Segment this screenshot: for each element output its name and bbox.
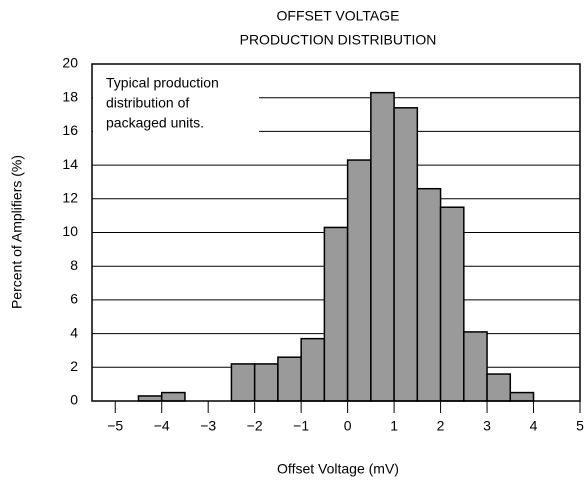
annotation-box (93, 65, 259, 141)
annotation: packaged units. (106, 115, 204, 131)
x-tick-label: −3 (200, 418, 216, 434)
y-tick-label: 16 (62, 122, 78, 138)
x-tick-label: 2 (437, 418, 445, 434)
y-tick-label: 6 (70, 291, 78, 307)
y-tick-label: 18 (62, 88, 78, 104)
x-tick-label: 0 (344, 418, 352, 434)
bar (439, 206, 465, 402)
bar (509, 391, 535, 402)
plot-frame (91, 63, 581, 402)
x-tick-label: −2 (247, 418, 263, 434)
bar (416, 187, 442, 402)
bar (486, 373, 512, 402)
bar (137, 395, 163, 402)
bar (253, 363, 279, 402)
chart-title: OFFSET VOLTAGE (277, 8, 400, 24)
y-tick-label: 12 (62, 190, 78, 206)
x-axis-label: Offset Voltage (mV) (277, 461, 399, 477)
y-tick-label: 8 (70, 257, 78, 273)
y-tick-label: 0 (70, 392, 78, 408)
x-tick-label: 3 (483, 418, 491, 434)
bar (160, 391, 186, 402)
x-tick-label: 1 (390, 418, 398, 434)
chart-title: PRODUCTION DISTRIBUTION (240, 32, 437, 48)
bar (393, 107, 419, 402)
x-tick-label: 5 (576, 418, 584, 434)
y-tick-label: 20 (62, 55, 78, 71)
y-tick-label: 14 (62, 156, 78, 172)
y-tick-label: 10 (62, 223, 78, 239)
bar (277, 356, 302, 402)
x-tick-label: −5 (107, 418, 123, 434)
y-tick-label: 4 (70, 324, 78, 340)
bar (346, 159, 372, 402)
bar (230, 363, 256, 402)
bar (370, 91, 395, 402)
x-tick-label: −1 (293, 418, 309, 434)
y-axis-label: Percent of Amplifiers (%) (9, 155, 25, 309)
x-tick-label: −4 (154, 418, 170, 434)
x-tick-label: 4 (530, 418, 538, 434)
bar (300, 337, 326, 402)
annotation: distribution of (106, 95, 189, 111)
bar (323, 226, 349, 402)
y-tick-label: 2 (70, 358, 78, 374)
annotation: Typical production (106, 75, 219, 91)
bar (463, 331, 488, 402)
